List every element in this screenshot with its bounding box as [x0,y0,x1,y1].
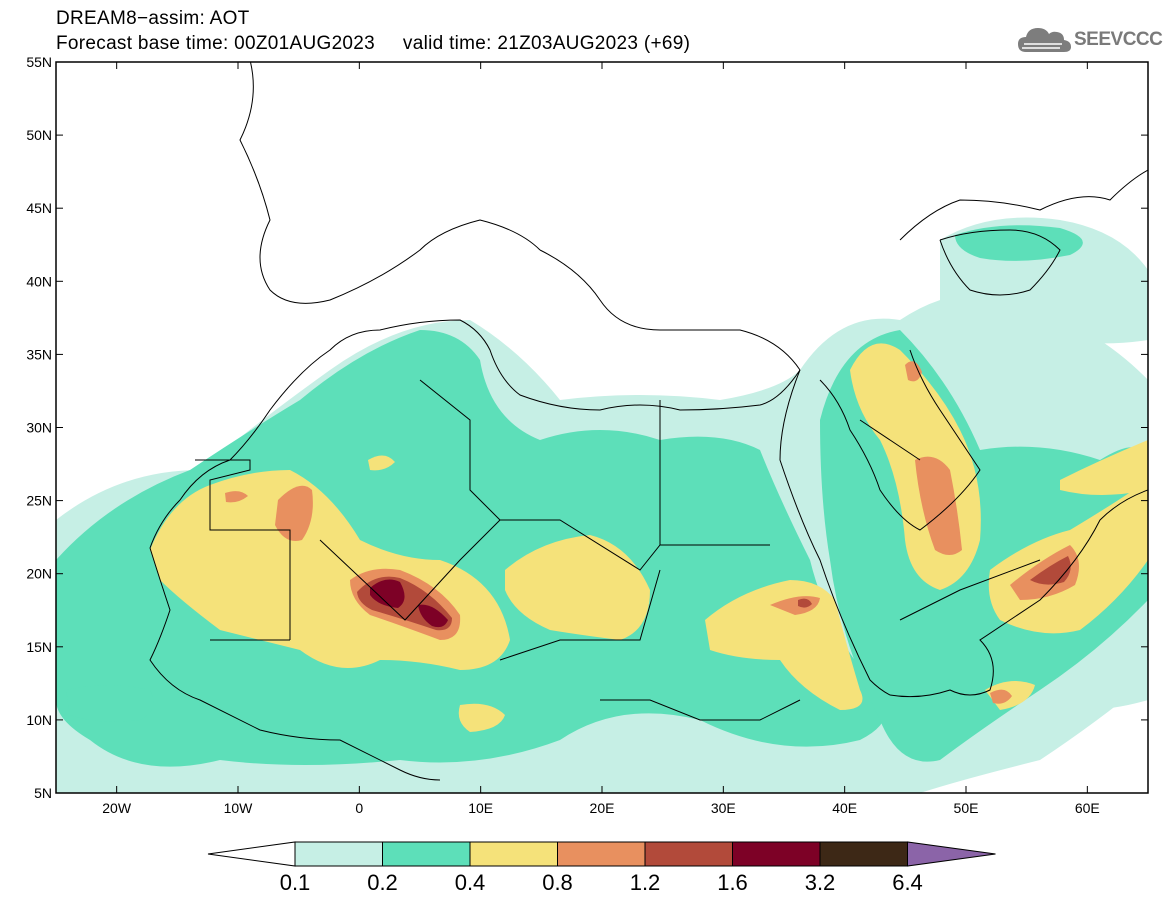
lon-label: 60E [1075,800,1100,816]
colorbar-cell [819,841,908,867]
lon-label: 10E [468,800,493,816]
lat-label: 30N [26,420,52,436]
colorbar-cell [557,841,646,867]
lon-label: 40E [832,800,857,816]
lon-label: 20E [590,800,615,816]
colorbar-cell [732,841,821,867]
colorbar-label: 1.6 [717,870,748,895]
longitude-axis: 20W 10W 0 10E 20E 30E 40E 50E 60E [102,62,1100,816]
colorbar-label: 1.2 [629,870,661,895]
lat-label: 45N [26,200,52,216]
lon-label: 50E [954,800,979,816]
colorbar-cell [294,841,383,867]
map-title: DREAM8−assim: AOT [56,8,250,29]
lat-label: 25N [26,493,52,509]
colorbar-low-arrow [207,841,296,867]
colorbar-label: 6.4 [892,870,923,895]
lon-label: 20W [102,800,132,816]
map-subtitle-times: Forecast base time: 00Z01AUG2023 valid t… [56,33,691,54]
colorbar-cell [469,841,558,867]
seevccc-logo: SEEVCCC [1016,22,1163,56]
lon-label: 30E [711,800,736,816]
lat-label: 20N [26,566,52,582]
colorbar-label: 0.1 [279,870,311,895]
colorbar-high-arrow [907,841,996,867]
lat-label: 55N [26,54,52,70]
lon-label: 10W [224,800,254,816]
colorbar-cell [382,841,471,867]
coastlines [149,62,1148,781]
lat-label: 10N [26,712,52,728]
latitude-axis: 55N 50N 45N 40N 35N 30N 25N 20N 15N 10N 5N [26,54,1148,801]
colorbar-label: 0.4 [454,870,486,895]
cloud-icon [1018,28,1071,52]
aot-colorbar [207,841,996,867]
colorbar-label: 0.8 [542,870,573,895]
lat-label: 35N [26,346,52,362]
colorbar-label: 0.2 [367,870,398,895]
colorbar-cell [644,841,733,867]
aot-field [56,217,1148,793]
lat-label: 50N [26,127,52,143]
logo-text: SEEVCCC [1074,29,1163,50]
colorbar-label: 3.2 [804,870,836,895]
aot-band-1-6 [370,579,448,628]
lat-label: 5N [34,785,52,801]
lon-label: 0 [355,800,363,816]
lat-label: 40N [26,273,52,289]
lat-label: 15N [26,639,52,655]
